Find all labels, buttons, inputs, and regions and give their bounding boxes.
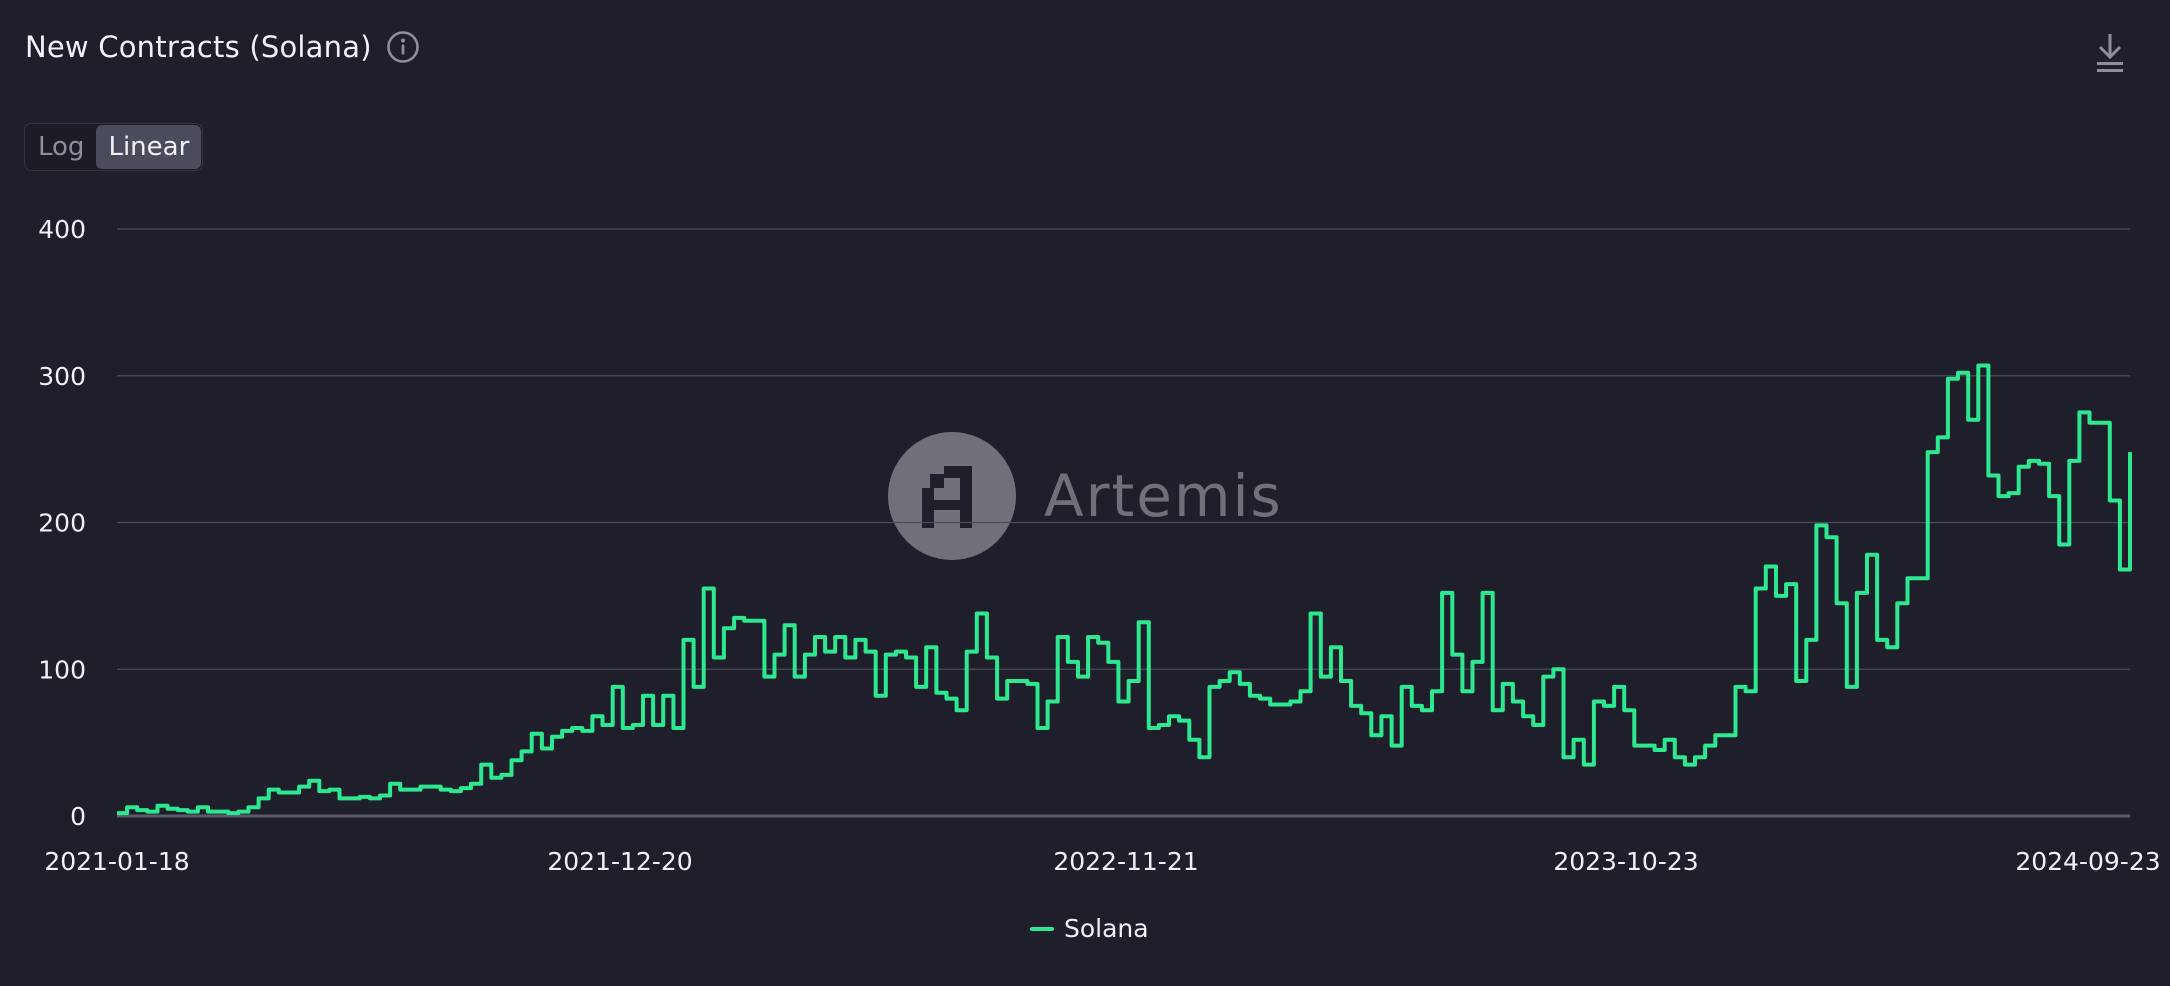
chart-header: New Contracts (Solana) — [25, 30, 420, 64]
x-tick-label: 2021-12-20 — [547, 847, 692, 876]
x-tick-label: 2024-09-23 — [2015, 847, 2160, 876]
x-tick-label: 2022-11-21 — [1053, 847, 1198, 876]
scale-toggle: Log Linear — [24, 123, 204, 171]
y-tick-label: 300 — [38, 362, 86, 391]
chart-legend[interactable]: Solana — [1030, 914, 1149, 943]
x-axis-ticks: 2021-01-18 2021-12-20 2022-11-21 2023-10-23… — [44, 847, 2160, 876]
series-line-solana — [117, 363, 2132, 816]
y-axis-ticks: 0 100 200 300 400 — [38, 215, 86, 831]
legend-swatch-solana — [1030, 926, 1054, 931]
y-tick-label: 100 — [38, 655, 86, 684]
x-tick-label: 2021-01-18 — [44, 847, 189, 876]
chart-title: New Contracts (Solana) — [25, 30, 372, 64]
y-tick-label: 400 — [38, 215, 86, 244]
chart-grid — [117, 228, 2130, 818]
x-tick-label: 2023-10-23 — [1553, 847, 1698, 876]
y-tick-label: 0 — [70, 802, 86, 831]
scale-linear-button[interactable]: Linear — [96, 125, 202, 169]
artemis-logo-icon — [888, 432, 1016, 560]
watermark-text: Artemis — [1044, 462, 1283, 530]
download-icon[interactable] — [2092, 32, 2128, 74]
y-tick-label: 200 — [38, 509, 86, 538]
scale-log-button[interactable]: Log — [26, 125, 96, 169]
watermark: Artemis — [886, 432, 1283, 560]
legend-label-solana: Solana — [1064, 914, 1149, 943]
info-icon[interactable] — [386, 30, 420, 64]
